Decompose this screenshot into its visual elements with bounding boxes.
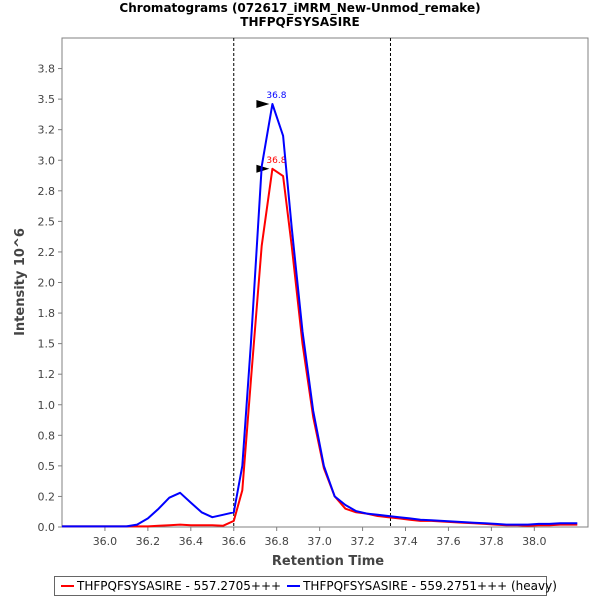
y-tick-label: 1.2: [38, 368, 56, 381]
legend-swatch-light: [61, 585, 74, 587]
x-axis: 36.0 36.2 36.4 36.6 36.8 37.0 37.2 37.4 37.6 37.8…: [93, 527, 547, 548]
peak-arrow-icon: [256, 164, 270, 173]
y-tick-label: 3.0: [38, 154, 56, 167]
legend-label-heavy: THFPQFSYSASIRE - 559.2751+++ (heavy): [303, 579, 557, 593]
x-tick-label: 36.8: [264, 535, 289, 548]
x-tick-label: 37.8: [479, 535, 504, 548]
legend-label-light: THFPQFSYSASIRE - 557.2705+++: [77, 579, 282, 593]
y-tick-label: 0.5: [38, 460, 56, 473]
chart-title: Chromatograms (072617_iMRM_New-Unmod_rem…: [119, 1, 480, 16]
legend-item-light: THFPQFSYSASIRE - 557.2705+++: [61, 579, 281, 593]
legend-item-heavy: THFPQFSYSASIRE - 559.2751+++ (heavy): [287, 579, 557, 593]
x-tick-label: 37.6: [436, 535, 461, 548]
series-line-heavy: [62, 103, 578, 528]
y-tick-label: 2.0: [38, 277, 56, 290]
y-tick-label: 2.5: [38, 215, 56, 228]
x-tick-label: 37.4: [393, 535, 418, 548]
peak-arrow-icon: [256, 100, 270, 109]
y-tick-label: 3.5: [38, 93, 56, 106]
chart-subtitle: THFPQFSYSASIRE: [240, 15, 359, 29]
x-tick-label: 37.2: [350, 535, 375, 548]
y-tick-label: 3.2: [38, 124, 56, 137]
y-tick-label: 0.0: [38, 521, 56, 534]
y-tick-label: 2.2: [38, 246, 56, 259]
y-axis: 0.0 0.2 0.5 0.8 1.0 1.2 1.5 1.8 2.0 2.2 2.5 2.8 3.0 3…: [38, 63, 62, 534]
y-axis-label: Intensity 10^6: [13, 228, 28, 336]
x-tick-label: 37.0: [307, 535, 332, 548]
legend-swatch-heavy: [287, 585, 301, 587]
series-layer: 36.8 36.8: [62, 91, 578, 528]
y-tick-label: 2.8: [38, 185, 56, 198]
peak-label: 36.8: [266, 156, 286, 166]
y-tick-label: 1.0: [38, 399, 56, 412]
y-tick-label: 0.8: [38, 429, 56, 442]
peak-boundaries: [233, 38, 391, 527]
x-tick-label: 36.6: [222, 535, 247, 548]
y-tick-label: 3.8: [38, 63, 56, 76]
x-tick-label: 36.4: [179, 535, 204, 548]
x-axis-label: Retention Time: [272, 554, 384, 569]
x-tick-label: 36.2: [136, 535, 161, 548]
y-tick-label: 1.8: [38, 307, 56, 320]
peak-label: 36.8: [266, 91, 286, 101]
y-tick-label: 0.2: [38, 490, 56, 503]
legend: THFPQFSYSASIRE - 557.2705+++ THFPQFSYSAS…: [54, 576, 557, 596]
y-tick-label: 1.5: [38, 338, 56, 351]
plot-area: [61, 37, 589, 528]
x-tick-label: 38.0: [522, 535, 547, 548]
x-tick-label: 36.0: [93, 535, 118, 548]
